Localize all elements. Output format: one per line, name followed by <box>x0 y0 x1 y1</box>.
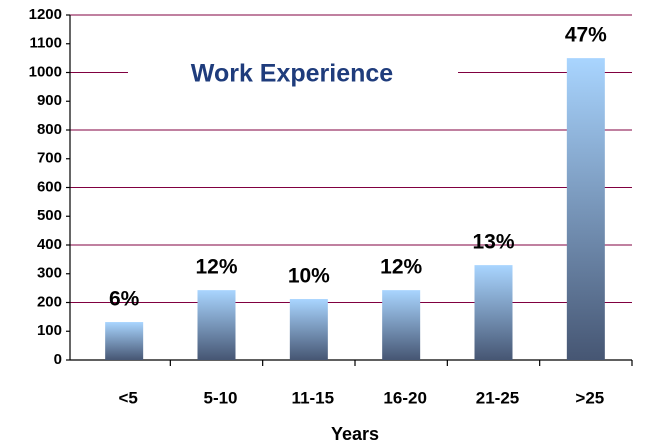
bar <box>474 265 513 360</box>
x-axis-label: Years <box>331 424 379 444</box>
bar-label: 12% <box>380 256 422 279</box>
title-background <box>128 56 458 92</box>
y-tick-label: 500 <box>37 207 62 224</box>
y-tick-label: 200 <box>37 293 62 310</box>
bar-label: 10% <box>288 265 330 288</box>
bar-label: 47% <box>565 24 607 47</box>
bar <box>105 322 144 360</box>
x-tick-label: 5-10 <box>203 388 237 407</box>
x-tick-label: >25 <box>575 388 604 407</box>
x-tick-label: 11-15 <box>292 388 335 407</box>
y-tick-label: 900 <box>37 92 62 109</box>
y-tick-label: 300 <box>37 265 62 282</box>
y-tick-label: 1000 <box>29 63 62 80</box>
bar <box>197 290 236 360</box>
y-tick-label: 100 <box>37 322 62 339</box>
x-tick-label: 21-25 <box>476 388 519 407</box>
chart-title: Work Experience <box>191 60 394 88</box>
bar <box>382 290 421 360</box>
y-tick-label: 400 <box>37 236 62 253</box>
y-tick-label: 700 <box>37 150 62 167</box>
x-tick-label: <5 <box>118 388 137 407</box>
bar <box>566 58 605 360</box>
bar <box>289 299 328 360</box>
bar-label: 13% <box>472 231 514 254</box>
bar-label: 12% <box>195 256 237 279</box>
y-tick-label: 600 <box>37 178 62 195</box>
y-tick-label: 1100 <box>29 35 62 52</box>
y-tick-label: 1200 <box>29 6 62 23</box>
bar-label: 6% <box>109 288 140 311</box>
x-tick-label: 16-20 <box>383 388 426 407</box>
y-tick-label: 0 <box>54 351 62 368</box>
y-tick-label: 800 <box>37 121 62 138</box>
